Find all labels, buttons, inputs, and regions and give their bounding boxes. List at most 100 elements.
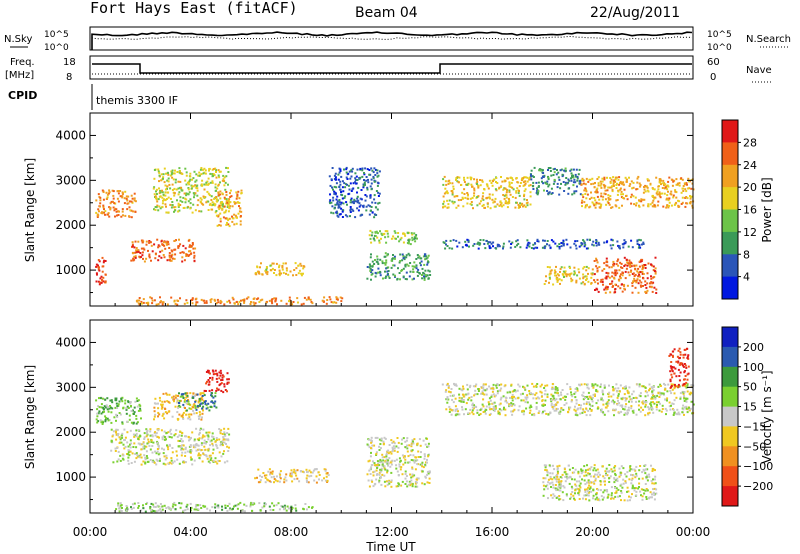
scatter-cell <box>195 443 198 445</box>
scatter-cell <box>588 198 591 200</box>
scatter-cell <box>580 244 583 247</box>
scatter-cell <box>607 402 610 405</box>
scatter-cell <box>203 442 206 445</box>
scatter-cell <box>387 235 390 238</box>
scatter-cell <box>404 234 407 237</box>
scatter-cell <box>208 168 211 170</box>
scatter-cell <box>96 214 99 217</box>
scatter-cell <box>592 182 595 185</box>
scatter-cell <box>661 187 664 189</box>
scatter-cell <box>331 205 334 208</box>
scatter-cell <box>552 174 555 176</box>
scatter-cell <box>356 201 359 204</box>
scatter-cell <box>122 443 125 446</box>
scatter-cell <box>594 383 597 386</box>
scatter-cell <box>134 453 137 455</box>
scatter-cell <box>115 399 118 402</box>
scatter-cell <box>379 476 382 479</box>
scatter-cell <box>135 247 138 249</box>
scatter-cell <box>466 192 469 194</box>
scatter-cell <box>171 176 174 179</box>
scatter-cell <box>406 450 409 453</box>
scatter-cell <box>199 413 202 416</box>
scatter-cell <box>129 446 132 449</box>
scatter-cell <box>340 300 343 303</box>
scatter-cell <box>414 485 417 488</box>
scatter-cell <box>137 506 140 509</box>
scatter-cell <box>214 392 217 395</box>
scatter-cell <box>332 196 335 199</box>
scatter-cell <box>335 296 338 299</box>
scatter-cell <box>245 504 248 507</box>
scatter-cell <box>135 446 138 449</box>
scatter-cell <box>423 263 426 266</box>
scatter-cell <box>130 209 133 212</box>
scatter-cell <box>152 503 155 506</box>
scatter-cell <box>390 485 393 488</box>
scatter-cell <box>546 384 549 387</box>
scatter-cell <box>481 403 484 406</box>
scatter-cell <box>211 181 214 184</box>
scatter-cell <box>573 273 576 276</box>
scatter-cell <box>142 460 145 463</box>
scatter-cell <box>366 168 369 171</box>
scatter-cell <box>458 399 461 402</box>
scatter-cell <box>555 403 558 406</box>
scatter-cell <box>462 205 465 208</box>
scatter-cell <box>397 485 400 488</box>
scatter-cell <box>679 396 682 399</box>
scatter-cell <box>110 200 113 203</box>
scatter-cell <box>349 209 352 212</box>
scatter-cell <box>135 397 138 400</box>
scatter-cell <box>596 384 599 387</box>
scatter-cell <box>187 436 190 439</box>
scatter-cell <box>133 197 136 200</box>
scatter-cell <box>330 201 333 204</box>
scatter-cell <box>179 430 182 433</box>
scatter-cell <box>590 398 593 401</box>
scatter-cell <box>614 288 617 290</box>
scatter-cell <box>167 172 169 174</box>
scatter-cell <box>102 198 105 201</box>
scatter-cell <box>335 186 338 189</box>
scatter-cell <box>426 458 428 461</box>
scatter-cell <box>142 504 144 507</box>
scatter-cell <box>366 473 369 476</box>
scatter-cell <box>189 172 192 175</box>
scatter-cell <box>673 412 676 415</box>
scatter-cell <box>236 216 238 219</box>
scatter-cell <box>418 272 421 275</box>
scatter-cell <box>386 232 389 235</box>
scatter-cell <box>531 382 534 385</box>
scatter-cell <box>169 174 172 177</box>
scatter-cell <box>274 298 277 301</box>
scatter-cell <box>465 243 468 246</box>
scatter-cell <box>196 393 199 396</box>
scatter-cell <box>393 257 396 260</box>
scatter-cell <box>574 175 577 178</box>
scatter-cell <box>138 403 141 406</box>
scatter-cell <box>192 446 195 449</box>
scatter-cell <box>337 178 340 181</box>
scatter-cell <box>196 405 199 408</box>
scatter-cell <box>217 174 220 177</box>
scatter-cell <box>167 173 170 176</box>
scatter-cell <box>411 484 414 487</box>
scatter-cell <box>407 232 410 235</box>
scatter-cell <box>121 422 124 425</box>
scatter-cell <box>96 216 99 218</box>
scatter-cell <box>179 204 182 206</box>
scatter-cell <box>148 240 151 242</box>
scatter-cell <box>332 212 335 215</box>
scatter-cell <box>596 269 599 272</box>
scatter-cell <box>202 428 205 431</box>
scatter-cell <box>121 396 124 399</box>
scatter-cell <box>574 173 577 176</box>
scatter-cell <box>349 182 352 185</box>
scatter-cell <box>281 505 284 508</box>
scatter-cell <box>406 485 409 488</box>
scatter-cell <box>659 192 662 195</box>
scatter-cell <box>624 270 627 273</box>
scatter-cell <box>203 439 206 442</box>
scatter-cell <box>188 250 190 253</box>
